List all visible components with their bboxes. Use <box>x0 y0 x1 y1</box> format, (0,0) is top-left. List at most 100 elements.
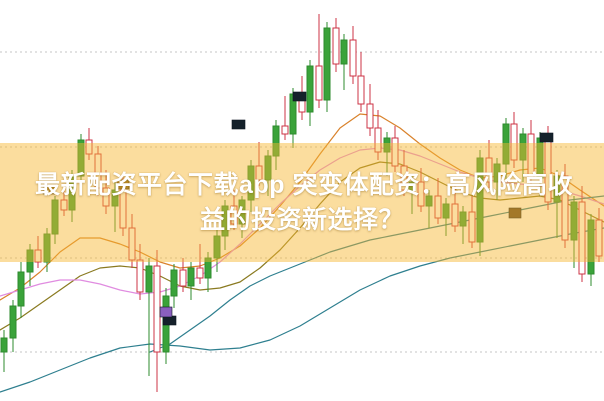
candle-body <box>111 189 119 207</box>
candle <box>366 84 374 136</box>
candle-body <box>77 139 85 177</box>
candle <box>451 186 459 232</box>
candle-body <box>204 257 212 279</box>
candle <box>442 198 450 236</box>
candle-body <box>561 175 569 241</box>
candle-body <box>43 233 51 263</box>
candle <box>230 190 238 230</box>
candle-body <box>553 175 561 203</box>
candle <box>213 230 221 272</box>
candle-body <box>272 125 280 157</box>
candle <box>357 52 365 112</box>
candle <box>34 236 42 268</box>
candle <box>527 120 535 186</box>
candle <box>485 140 493 188</box>
annotation-box-8 <box>508 207 522 219</box>
candle <box>238 196 246 238</box>
candle <box>315 14 323 108</box>
ma-line-2 <box>0 227 604 393</box>
candle-body <box>493 163 501 183</box>
candle <box>187 262 195 300</box>
candle <box>332 18 340 72</box>
candle <box>128 214 136 268</box>
candle-body <box>60 199 68 211</box>
candle <box>43 228 51 272</box>
candle <box>162 288 170 364</box>
candle-body <box>247 165 255 201</box>
candle-body <box>340 39 348 65</box>
candle <box>587 214 595 286</box>
candle <box>0 330 8 372</box>
candle <box>400 150 408 196</box>
candle <box>94 146 102 196</box>
candle <box>383 132 391 176</box>
candle <box>570 196 578 268</box>
candle <box>204 252 212 292</box>
candle-body <box>587 219 595 275</box>
candle <box>85 128 93 160</box>
candle <box>595 208 603 262</box>
candle <box>111 182 119 232</box>
candle-body <box>68 175 76 211</box>
candle <box>578 186 586 282</box>
annotation-box-6 <box>42 184 56 195</box>
candle-body <box>323 27 331 101</box>
candle <box>9 300 17 352</box>
candle-body <box>94 153 102 189</box>
candle <box>417 168 425 212</box>
candle-body <box>391 137 399 167</box>
candle <box>281 96 289 140</box>
candle-body <box>383 137 391 153</box>
ma-line-4 <box>149 195 604 353</box>
candle-body <box>153 265 161 353</box>
annotation-box-5 <box>539 132 554 143</box>
candle <box>221 200 229 250</box>
candle <box>102 170 110 214</box>
candle <box>68 170 76 222</box>
candle <box>510 112 518 168</box>
candle-body <box>281 125 289 135</box>
gridlines <box>0 51 604 353</box>
candle-body <box>417 181 425 207</box>
candle <box>264 150 272 196</box>
candle-body <box>451 203 459 227</box>
candle-body <box>408 181 416 191</box>
candle <box>145 258 153 376</box>
candle <box>391 126 399 172</box>
candle-body <box>119 189 127 229</box>
candle <box>374 110 382 160</box>
candle <box>247 160 255 212</box>
candle <box>502 118 510 180</box>
candle-body <box>102 187 110 207</box>
candle <box>434 178 442 224</box>
candle-body <box>366 103 374 129</box>
candle <box>519 128 527 182</box>
candle-body <box>230 205 238 225</box>
candle-body <box>374 127 382 153</box>
candle <box>306 60 314 126</box>
candle <box>255 142 263 186</box>
candlestick-series <box>0 14 603 392</box>
candle-body <box>145 265 153 293</box>
candle-body <box>196 267 204 279</box>
candle-body <box>349 39 357 77</box>
ma-line-3 <box>0 147 604 297</box>
candle-body <box>264 155 272 181</box>
candle <box>17 262 25 318</box>
candle <box>340 34 348 90</box>
candle <box>60 186 68 216</box>
candle <box>553 170 561 238</box>
candle-body <box>595 219 603 257</box>
candle <box>153 250 161 392</box>
candle-body <box>502 123 510 165</box>
candle-body <box>9 305 17 339</box>
candle-body <box>570 201 578 241</box>
candle <box>77 134 85 188</box>
candle-body <box>187 267 195 287</box>
candle-body <box>510 123 518 161</box>
candle-body <box>17 271 25 307</box>
candle <box>26 244 34 286</box>
candle-body <box>238 199 246 225</box>
candle-body <box>306 65 314 113</box>
candle-body <box>476 157 484 243</box>
